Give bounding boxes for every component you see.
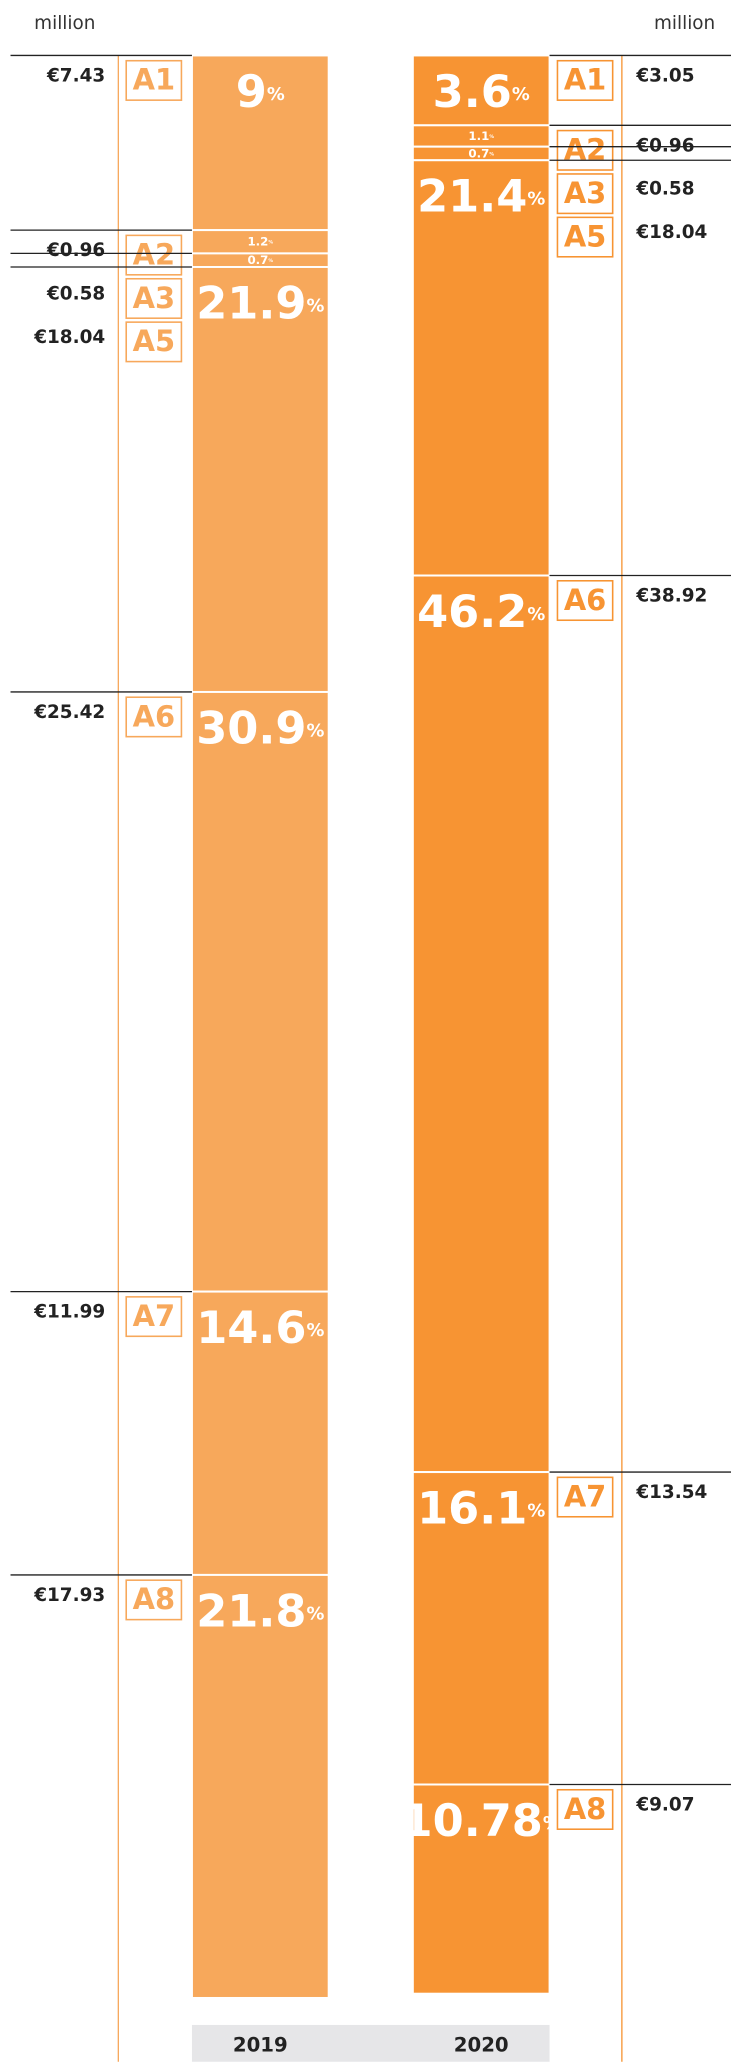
amount-label: €0.96 (46, 240, 105, 261)
category-label: A3 (564, 176, 606, 210)
category-box (556, 173, 614, 215)
value-label: 16.1% (417, 1483, 545, 1535)
amount-label: €18.04 (33, 327, 105, 348)
category-box (125, 696, 183, 738)
category-box (556, 579, 614, 622)
category-label: A6 (133, 699, 175, 733)
value-label: 10.78% (402, 1795, 561, 1847)
category-label: A1 (564, 63, 606, 97)
category-box (556, 59, 614, 101)
category-box (556, 129, 614, 171)
category-box (125, 277, 183, 319)
year-label: 2019 (233, 2033, 288, 2056)
value-label: 0.7% (247, 253, 273, 267)
amount-label: €7.43 (46, 65, 105, 86)
bar-segment (190, 54, 330, 232)
amount-label: €3.05 (635, 65, 694, 86)
bar-segment (190, 690, 330, 1293)
category-label: A8 (133, 1582, 175, 1616)
category-label: A3 (133, 281, 175, 315)
category-box (556, 216, 614, 258)
year-label: 2020 (454, 2033, 509, 2056)
category-label: A1 (133, 63, 175, 97)
bar-segment (411, 159, 551, 577)
value-label: 3.6% (433, 66, 530, 118)
value-label: 21.4% (417, 171, 545, 223)
amount-label: €13.54 (635, 1482, 707, 1503)
amount-label: €38.92 (635, 586, 707, 607)
bar-segment (190, 265, 330, 693)
category-box (125, 1579, 183, 1621)
category-label: A5 (564, 219, 606, 253)
amount-label: €18.04 (635, 222, 707, 243)
category-label: A7 (133, 1299, 175, 1333)
category-box (556, 1476, 614, 1518)
bar-segment (411, 1471, 551, 1786)
amount-label: €11.99 (33, 1302, 105, 1323)
category-label: A2 (564, 133, 606, 167)
category-box (125, 321, 183, 363)
value-label: 1.1% (468, 128, 494, 142)
value-label: 21.9% (196, 277, 324, 329)
category-label: A8 (564, 1792, 606, 1826)
category-label: A6 (564, 583, 606, 617)
value-label: 21.8% (196, 1585, 324, 1637)
category-box (125, 1296, 183, 1338)
value-label: 14.6% (196, 1302, 324, 1354)
value-label: 46.2% (417, 586, 545, 638)
unit-label: million (654, 13, 715, 34)
category-label: A5 (133, 324, 175, 358)
bar-segment (411, 54, 551, 127)
amount-label: €25.42 (33, 702, 105, 723)
category-box (125, 234, 183, 276)
bar-segment (190, 1290, 330, 1576)
bar-segment (411, 574, 551, 1474)
value-label: 1.2% (247, 234, 273, 248)
bar-segment (190, 1573, 330, 1999)
year-band (191, 2024, 550, 2062)
category-box (556, 1788, 614, 1830)
amount-label: €0.58 (635, 179, 694, 200)
category-label: A2 (133, 237, 175, 271)
category-box (125, 59, 183, 101)
amount-label: €0.96 (635, 135, 694, 156)
value-label: 0.7% (468, 146, 494, 160)
amount-label: €17.93 (33, 1585, 105, 1606)
unit-label: million (34, 13, 95, 34)
value-label: 30.9% (196, 702, 324, 754)
amount-label: €9.07 (635, 1795, 694, 1816)
amount-label: €0.58 (46, 284, 105, 305)
category-label: A7 (564, 1479, 606, 1513)
bar-segment (411, 1783, 551, 1995)
value-label: 9% (236, 66, 285, 118)
